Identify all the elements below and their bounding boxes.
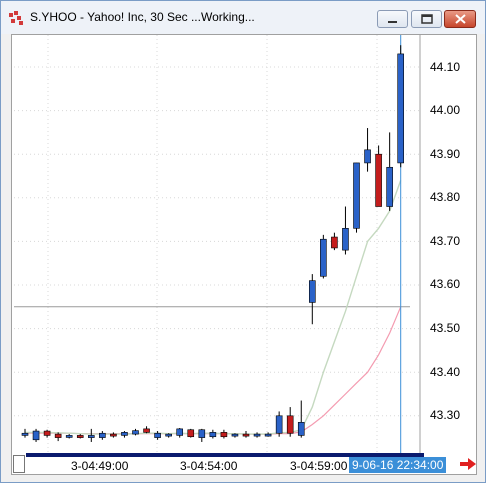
candle-body bbox=[154, 432, 161, 438]
candle-body bbox=[21, 432, 29, 436]
y-tick-label: 44.00 bbox=[430, 103, 461, 117]
candle-body bbox=[275, 415, 283, 434]
candle-body bbox=[386, 166, 393, 207]
candle-body bbox=[110, 433, 117, 437]
y-tick-label: 43.70 bbox=[430, 234, 461, 248]
y-tick-label: 43.40 bbox=[430, 365, 461, 379]
price-plot[interactable] bbox=[12, 35, 476, 474]
maximize-icon bbox=[421, 14, 433, 24]
minimize-icon bbox=[388, 21, 397, 23]
x-tick-label: 3-04:59:00 bbox=[290, 459, 348, 473]
candle-body bbox=[264, 433, 272, 437]
candle-body bbox=[54, 433, 62, 438]
candle-body bbox=[231, 433, 239, 437]
candle-body bbox=[342, 228, 349, 251]
candle-body bbox=[375, 153, 382, 207]
scroll-position-box[interactable] bbox=[13, 455, 25, 473]
candle-body bbox=[242, 433, 250, 437]
maximize-button[interactable] bbox=[411, 10, 442, 28]
candle-body bbox=[176, 428, 183, 436]
candle-body bbox=[132, 430, 139, 435]
x-tick-label: 3-04:54:00 bbox=[180, 459, 238, 473]
candle-body bbox=[198, 429, 206, 438]
chart-app-icon bbox=[9, 11, 23, 25]
candle-body bbox=[76, 435, 84, 438]
close-button[interactable] bbox=[444, 10, 476, 28]
moving-average-slow-line bbox=[25, 306, 402, 435]
candle-body bbox=[165, 433, 172, 437]
candle-body bbox=[43, 430, 51, 436]
candle-body bbox=[320, 238, 327, 277]
candle-body bbox=[99, 432, 106, 438]
cursor-date-label: 9-06-16 22:34:00 bbox=[349, 457, 447, 473]
x-tick-label: 3-04:49:00 bbox=[71, 459, 129, 473]
y-tick-label: 44.10 bbox=[430, 60, 461, 74]
y-tick-label: 43.60 bbox=[430, 277, 461, 291]
candle-body bbox=[297, 422, 305, 436]
close-icon bbox=[455, 14, 466, 24]
candle-body bbox=[308, 280, 316, 303]
y-tick-label: 43.30 bbox=[430, 408, 461, 422]
candle-body bbox=[253, 433, 261, 437]
candle-body bbox=[88, 435, 95, 438]
candle-body bbox=[209, 432, 217, 438]
candle-body bbox=[121, 432, 128, 436]
y-tick-label: 43.80 bbox=[430, 190, 461, 204]
title-bar[interactable]: S.YHOO - Yahoo! Inc, 30 Sec ...Working..… bbox=[1, 1, 485, 34]
minimize-button[interactable] bbox=[377, 10, 408, 28]
y-tick-label: 43.90 bbox=[430, 147, 461, 161]
y-tick-label: 43.50 bbox=[430, 321, 461, 335]
candle-body bbox=[187, 429, 195, 438]
candle-body bbox=[220, 432, 228, 438]
chart-area[interactable]: 44.10 44.00 43.90 43.80 43.70 43.60 43.5… bbox=[11, 34, 477, 475]
candle-body bbox=[65, 435, 73, 438]
candle-body bbox=[286, 415, 294, 434]
candle-body bbox=[331, 236, 338, 249]
candle-body bbox=[32, 430, 40, 441]
scroll-right-arrow-icon[interactable] bbox=[459, 457, 477, 471]
candle-body bbox=[143, 428, 150, 433]
window-title: S.YHOO - Yahoo! Inc, 30 Sec ...Working..… bbox=[30, 10, 255, 24]
candle-body bbox=[364, 149, 371, 164]
candle-body bbox=[397, 53, 405, 164]
candle-body bbox=[353, 162, 360, 229]
time-axis-band bbox=[26, 453, 424, 457]
